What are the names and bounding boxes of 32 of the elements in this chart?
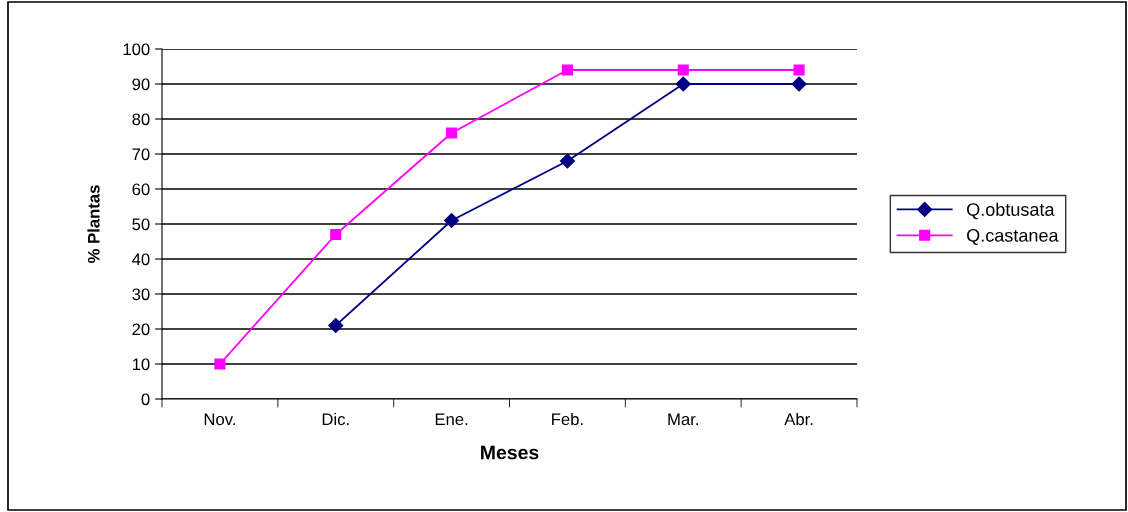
y-tick-label: 40 <box>132 253 150 266</box>
y-tick-label: 60 <box>132 183 150 196</box>
point <box>330 228 342 241</box>
x-tick-label: Ene. <box>435 413 468 426</box>
y-tick-label: 50 <box>132 218 150 231</box>
point <box>559 153 575 169</box>
y-tick-label: 90 <box>132 78 150 91</box>
point <box>214 358 226 370</box>
point <box>328 317 344 334</box>
point <box>675 76 691 92</box>
y-tick-label: 70 <box>132 148 150 161</box>
y-tick-label: 10 <box>132 358 150 371</box>
y-tick-label: 30 <box>132 288 150 301</box>
legend-label: Q.castanea <box>967 228 1059 246</box>
point <box>444 212 460 229</box>
y-axis-title: % Plantas <box>87 185 100 263</box>
y-tick-label: 20 <box>132 323 150 336</box>
point <box>793 64 805 76</box>
point <box>561 64 573 76</box>
x-tick-label: Abr. <box>784 412 813 426</box>
point <box>791 76 807 92</box>
point <box>446 127 458 139</box>
y-tick-label: 100 <box>123 43 150 56</box>
x-tick-label: Dic. <box>322 412 349 426</box>
x-axis-title: Meses <box>481 445 539 460</box>
y-tick-label: 80 <box>132 113 150 126</box>
legend-label: Q.obtusata <box>967 202 1055 220</box>
x-tick-label: Feb. <box>552 412 583 426</box>
point <box>677 64 689 76</box>
x-tick-label: Mar. <box>668 413 698 426</box>
x-tick-label: Nov. <box>204 413 235 426</box>
y-tick-label: 0 <box>141 393 150 406</box>
